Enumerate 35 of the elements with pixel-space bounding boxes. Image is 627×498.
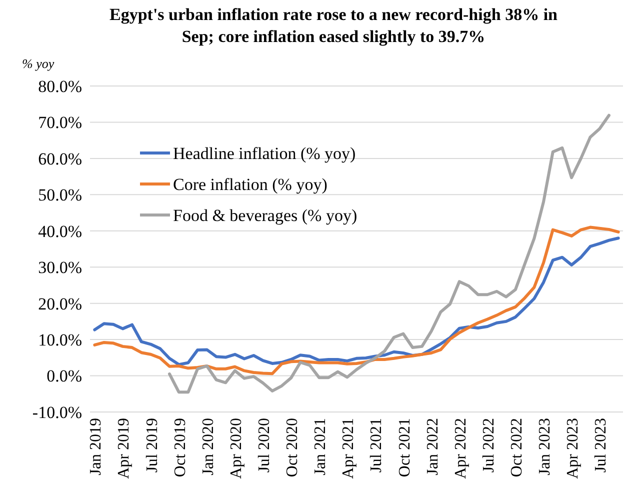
chart-title: Egypt's urban inflation rate rose to a new record-high 38% in Sep; core inflation eased slightly to 39.7%: [110, 5, 558, 46]
x-tick-label: Oct 2022: [508, 418, 526, 478]
y-tick-label: -10.0%: [32, 402, 82, 422]
x-tick-label: Jul 2021: [368, 418, 386, 473]
x-tick-label: Apr 2022: [452, 418, 470, 479]
x-tick-label: Oct 2019: [172, 418, 189, 478]
x-tick-label: Apr 2021: [340, 418, 358, 479]
x-tick-label: Jul 2022: [480, 418, 498, 473]
x-tick-label: Jan 2023: [536, 418, 554, 476]
x-tick-label: Jan 2019: [88, 418, 105, 476]
x-tick-label: Apr 2019: [116, 418, 133, 479]
y-tick-label: 0.0%: [46, 366, 82, 386]
legend-label: Headline inflation (% yoy): [173, 144, 356, 163]
x-tick-label: Apr 2020: [228, 418, 245, 479]
x-tick-label: Apr 2023: [564, 418, 582, 479]
x-tick-label: Jul 2023: [592, 418, 610, 473]
y-tick-label: 30.0%: [38, 258, 82, 278]
x-tick-label: Jan 2020: [200, 418, 217, 476]
y-tick-label: 80.0%: [38, 76, 82, 96]
y-tick-label: 70.0%: [38, 113, 82, 132]
y-tick-label: 60.0%: [38, 149, 82, 168]
x-tick-label: Jul 2020: [256, 418, 273, 473]
y-tick-label: 20.0%: [38, 294, 82, 314]
x-tick-label: Oct 2021: [396, 418, 414, 478]
x-tick-label: Jan 2021: [312, 418, 330, 476]
y-axis-title: % yoy: [22, 56, 54, 71]
line-series: [168, 114, 610, 394]
legend-label: Core inflation (% yoy): [173, 174, 328, 194]
x-tick-label: Jul 2019: [144, 418, 161, 473]
y-tick-label: 10.0%: [38, 330, 82, 350]
legend-label: Food & beverages (% yoy): [173, 206, 358, 225]
x-tick-label: Jan 2022: [424, 418, 442, 476]
y-tick-label: 50.0%: [38, 186, 82, 205]
y-tick-label: 40.0%: [38, 222, 82, 241]
x-tick-label: Oct 2020: [284, 418, 302, 478]
